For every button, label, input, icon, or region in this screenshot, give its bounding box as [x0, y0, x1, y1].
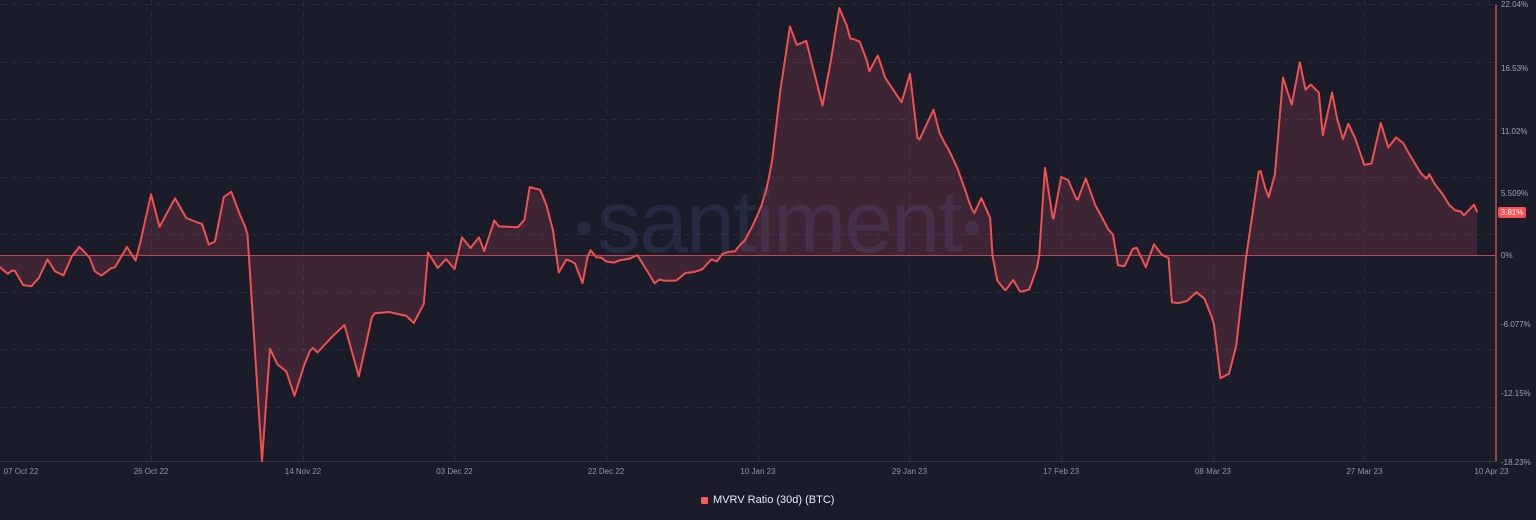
svg-text:santiment: santiment: [597, 172, 962, 271]
